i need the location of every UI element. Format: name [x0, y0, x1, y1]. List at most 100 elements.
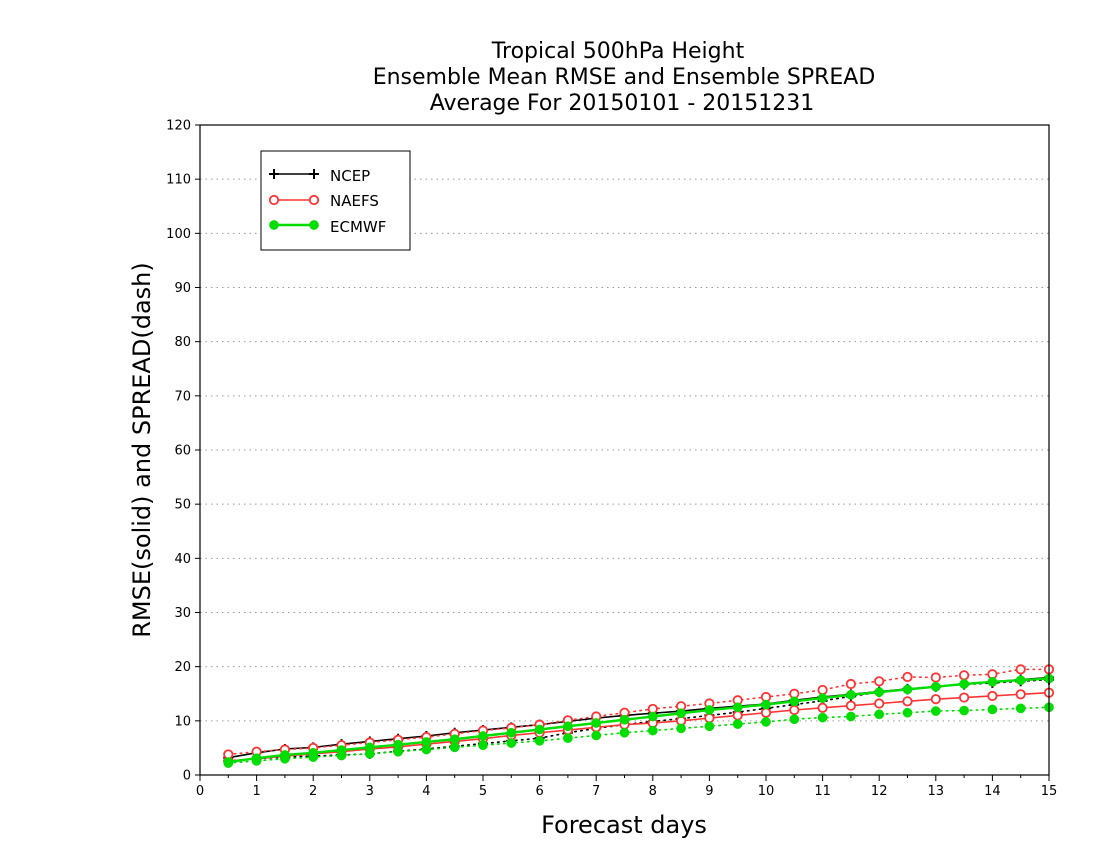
spread-point-ecmwf — [591, 730, 602, 741]
legend-marker-ecmwf — [309, 220, 319, 230]
y-tick-label: 60 — [174, 444, 191, 459]
spread-point-ecmwf — [449, 742, 460, 753]
y-tick-label: 110 — [166, 173, 191, 188]
spread-point-ecmwf — [846, 711, 856, 722]
y-tick-label: 70 — [174, 389, 191, 404]
rmse-point-ecmwf — [846, 689, 856, 700]
spread-point-ecmwf — [761, 717, 771, 727]
spread-point-ecmwf — [1015, 703, 1026, 714]
rmse-point-naefs — [704, 713, 715, 724]
rmse-point-naefs — [930, 694, 941, 705]
rmse-point-naefs — [1015, 689, 1026, 700]
x-tick-label: 10 — [758, 784, 775, 799]
spread-point-ecmwf — [789, 714, 800, 725]
legend: NCEP NAEFS ECMWF — [260, 150, 411, 251]
spread-point-ecmwf — [251, 756, 262, 766]
spread-point-naefs — [958, 670, 970, 681]
spread-point-ecmwf — [647, 725, 658, 736]
y-tick-label: 10 — [174, 714, 191, 729]
rmse-point-naefs — [732, 710, 743, 721]
x-tick-label: 14 — [984, 784, 1001, 799]
legend-sample-naefs — [268, 194, 320, 206]
rmse-point-ecmwf — [761, 699, 771, 710]
legend-marker-naefs — [308, 194, 320, 206]
x-tick-label: 12 — [871, 784, 888, 799]
spread-point-ecmwf — [619, 727, 630, 738]
rmse-point-naefs — [874, 698, 885, 709]
y-tick-label: 100 — [166, 227, 191, 242]
spread-point-ecmwf — [364, 749, 375, 759]
legend-label-ecmwf: ECMWF — [330, 218, 386, 236]
x-axis-label: Forecast days — [541, 811, 707, 839]
spread-point-ecmwf — [336, 750, 347, 761]
series-layer — [223, 664, 1055, 768]
rmse-point-naefs — [760, 707, 772, 718]
legend-marker-naefs — [268, 194, 280, 206]
legend-marker-ncep — [309, 169, 319, 179]
spread-point-ecmwf — [308, 752, 319, 762]
spread-point-ecmwf — [874, 709, 885, 720]
spread-point-ecmwf — [930, 706, 941, 716]
x-tick-label: 11 — [814, 784, 831, 799]
spread-point-naefs — [930, 672, 941, 683]
y-tick-label: 30 — [174, 606, 191, 621]
spread-point-ecmwf — [506, 738, 517, 748]
spread-point-ecmwf — [987, 704, 998, 715]
y-axis-label: RMSE(solid) and SPREAD(dash) — [128, 262, 156, 638]
spread-point-ecmwf — [223, 758, 234, 768]
rmse-point-ecmwf — [817, 693, 828, 703]
spread-point-ecmwf — [676, 723, 686, 734]
rmse-point-ecmwf — [591, 718, 602, 728]
x-tick-label: 15 — [1041, 784, 1058, 799]
rmse-point-naefs — [817, 702, 828, 713]
x-tick-label: 0 — [196, 784, 204, 799]
spread-point-ecmwf — [534, 736, 545, 746]
rmse-point-ecmwf — [987, 676, 998, 687]
chart-title-line-2: Ensemble Mean RMSE and Ensemble SPREAD — [373, 65, 876, 90]
rmse-point-ecmwf — [789, 696, 800, 707]
spread-point-ecmwf — [478, 740, 488, 751]
x-tick-label: 2 — [309, 784, 317, 799]
x-tick-label: 5 — [479, 784, 487, 799]
rmse-point-ecmwf — [563, 721, 573, 732]
legend-label-naefs: NAEFS — [330, 192, 379, 210]
rmse-point-ecmwf — [959, 679, 969, 689]
spread-point-ecmwf — [563, 733, 573, 744]
rmse-point-naefs — [845, 700, 857, 711]
y-tick-label: 80 — [174, 335, 191, 350]
rmse-point-naefs — [987, 690, 998, 702]
x-tick-label: 9 — [705, 784, 713, 799]
y-tick-label: 20 — [174, 660, 191, 675]
rmse-point-ecmwf — [534, 724, 545, 735]
spread-point-ecmwf — [393, 746, 403, 757]
spread-point-ecmwf — [421, 744, 432, 755]
y-tick-label: 50 — [174, 498, 191, 513]
spread-point-naefs — [817, 684, 828, 696]
legend-sample-ecmwf — [269, 220, 319, 230]
chart-title-line-1: Tropical 500hPa Height — [491, 39, 745, 64]
spread-point-ecmwf — [817, 712, 828, 723]
rmse-point-naefs — [789, 704, 800, 716]
y-tick-label: 90 — [174, 281, 191, 296]
series-ecmwf — [223, 673, 1054, 768]
legend-box — [260, 150, 411, 251]
y-tick-label: 0 — [183, 769, 191, 784]
y-tick-label: 40 — [174, 552, 191, 567]
spread-point-ecmwf — [959, 705, 969, 716]
rmse-point-ecmwf — [647, 711, 658, 722]
spread-point-naefs — [874, 676, 885, 687]
spread-point-ecmwf — [732, 719, 743, 729]
spread-point-naefs — [845, 678, 857, 690]
legend-samples — [268, 169, 320, 230]
x-tick-label: 3 — [366, 784, 374, 799]
rmse-point-ecmwf — [449, 734, 460, 745]
x-tick-label: 8 — [649, 784, 657, 799]
spread-point-naefs — [1015, 664, 1026, 675]
legend-marker-ecmwf — [269, 220, 279, 230]
spread-point-ecmwf — [704, 721, 715, 732]
spread-point-naefs — [902, 671, 913, 683]
rmse-point-naefs — [958, 692, 970, 703]
spread-point-ecmwf — [902, 707, 913, 718]
